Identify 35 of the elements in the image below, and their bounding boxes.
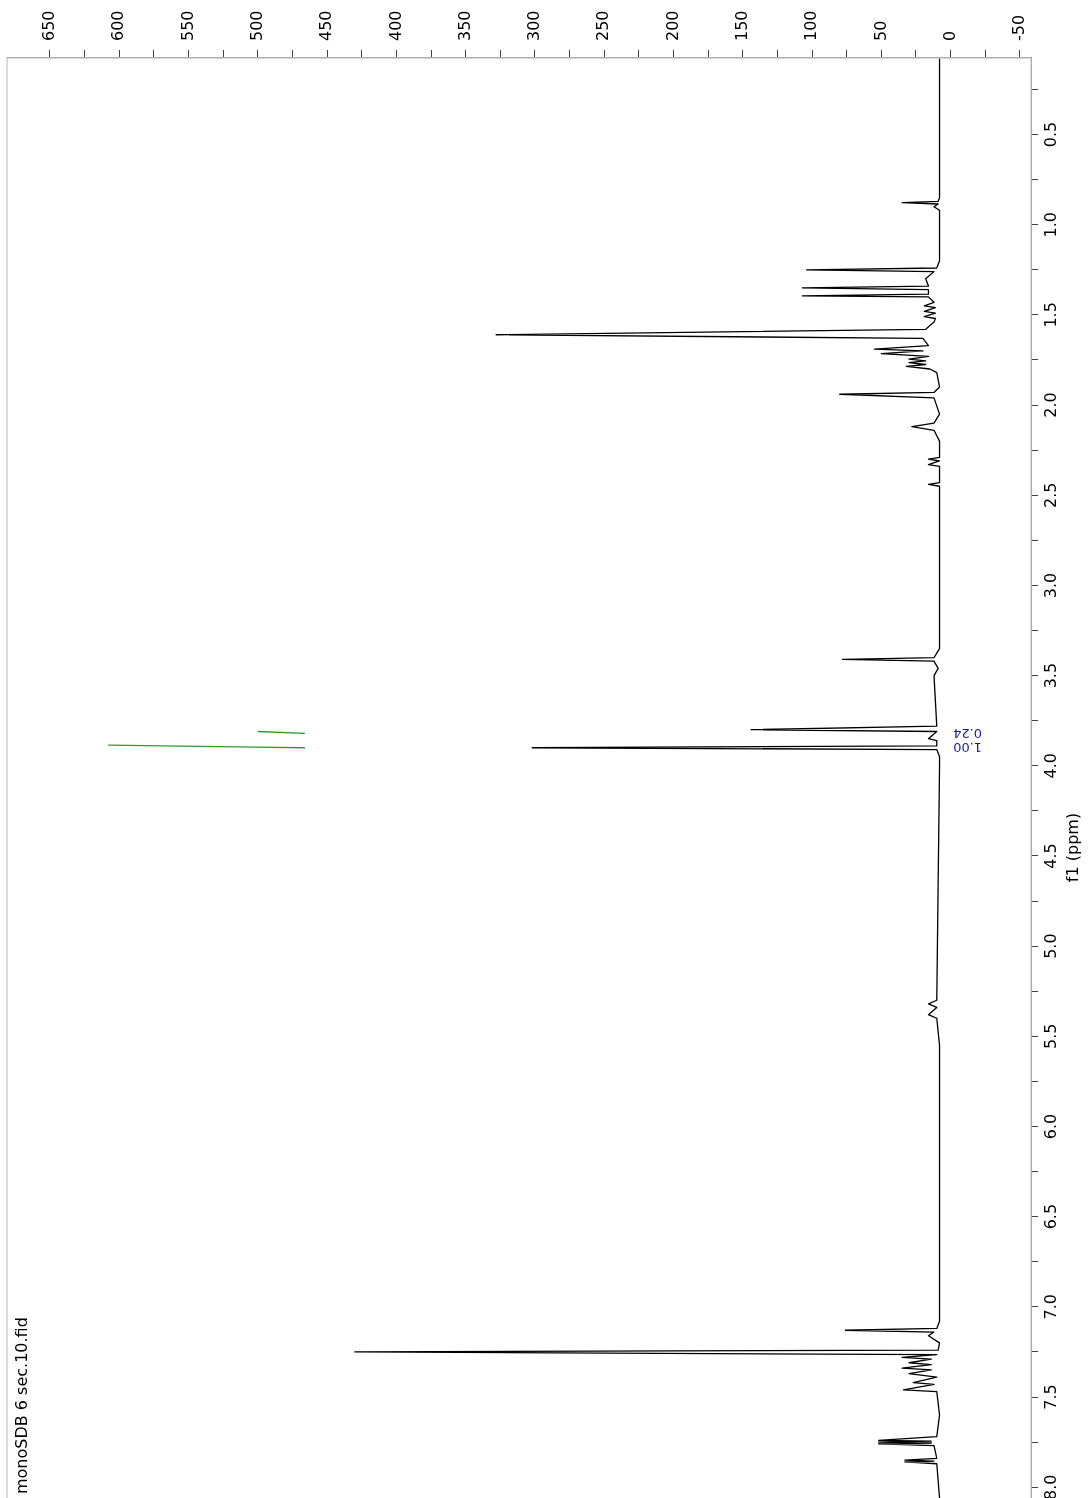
y-tick-label: 8.0 [1041,1474,1061,1498]
annotation: 1.00 [953,740,983,756]
x-tick-label: 600 [108,10,128,41]
annotation: 0.24 [953,726,983,742]
x-tick-label: 50 [870,20,890,41]
x-tick-label: 100 [801,10,821,41]
y-tick-label: 7.5 [1041,1384,1061,1410]
x-tick-label: 450 [316,10,336,41]
y-tick-label: 2.5 [1041,482,1061,508]
x-tick-label: 200 [662,10,682,41]
x-tick-label: 0 [939,30,959,41]
y-tick-label: 0.5 [1041,121,1061,148]
y-tick-label: 6.5 [1041,1203,1061,1230]
x-tick-label: -50 [1009,14,1029,41]
y-tick-label: 1.0 [1041,212,1061,238]
y-axis-title: f1 (ppm) [1063,812,1083,883]
y-tick-label: 4.0 [1041,753,1061,779]
y-tick-label: 3.0 [1041,572,1061,599]
x-tick-label: 350 [454,10,474,41]
y-tick-label: 5.0 [1041,933,1061,959]
y-tick-label: 7.0 [1041,1294,1061,1320]
y-tick-label: 4.5 [1041,843,1061,869]
x-tick-label: 650 [39,10,59,41]
y-tick-label: 3.5 [1041,662,1061,689]
text: monoSDB 6 sec.10.fid [12,1317,32,1494]
y-tick-label: 2.0 [1041,392,1061,418]
y-tick-label: 5.5 [1041,1023,1061,1050]
x-tick-label: 150 [731,10,751,41]
x-tick-label: 300 [524,10,544,41]
x-tick-label: 250 [593,10,613,41]
y-tick-label: 6.0 [1041,1113,1061,1140]
x-tick-label: 400 [385,10,405,41]
x-tick-label: 500 [246,10,266,41]
y-tick-label: 1.5 [1041,302,1061,328]
x-tick-label: 550 [177,10,197,41]
